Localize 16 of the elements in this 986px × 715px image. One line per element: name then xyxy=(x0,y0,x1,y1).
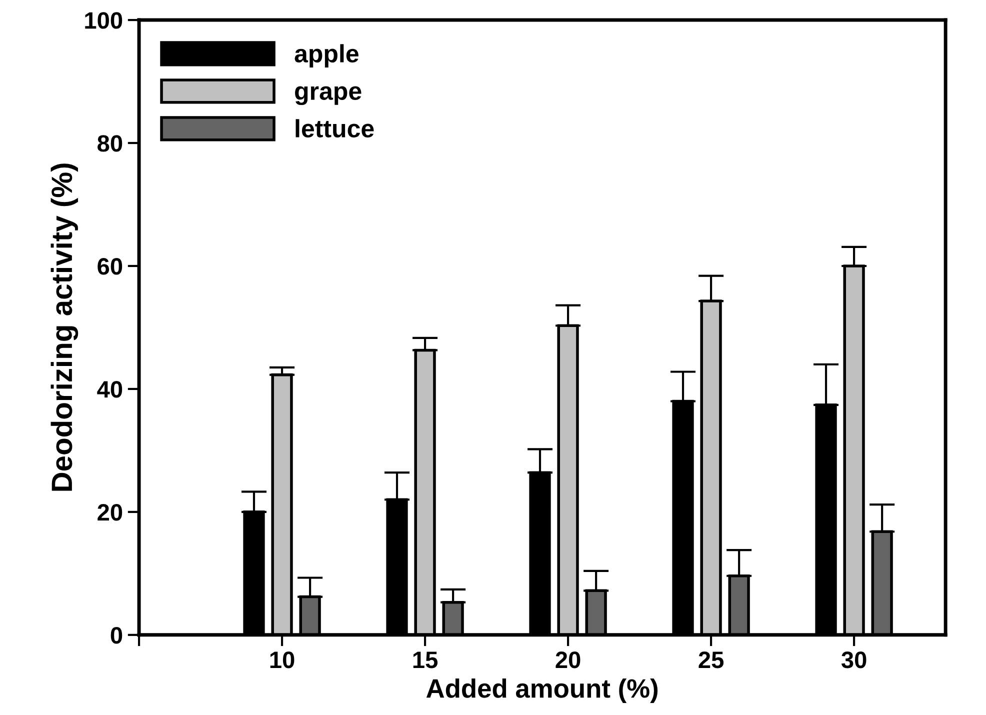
y-tick-label: 80 xyxy=(98,135,122,152)
legend-label: apple xyxy=(294,44,358,68)
x-tick-label: 25 xyxy=(698,652,724,668)
legend-label: grape xyxy=(295,86,362,106)
y-axis-title: Deodorizing activity (%) xyxy=(50,164,78,491)
x-tick-label: 15 xyxy=(413,652,438,668)
x-tick-label: 20 xyxy=(556,652,580,668)
y-tick-label: 20 xyxy=(98,504,122,521)
x-tick-label: 30 xyxy=(841,652,866,668)
x-tick-label: 10 xyxy=(270,652,294,668)
y-tick-label: 100 xyxy=(85,12,122,29)
legend-label: lettuce xyxy=(296,119,374,138)
y-tick-label: 0 xyxy=(110,626,122,644)
y-tick-label: 60 xyxy=(98,258,122,275)
y-tick-label: 40 xyxy=(97,381,122,398)
x-axis-title: Added amount (%) xyxy=(426,678,658,704)
